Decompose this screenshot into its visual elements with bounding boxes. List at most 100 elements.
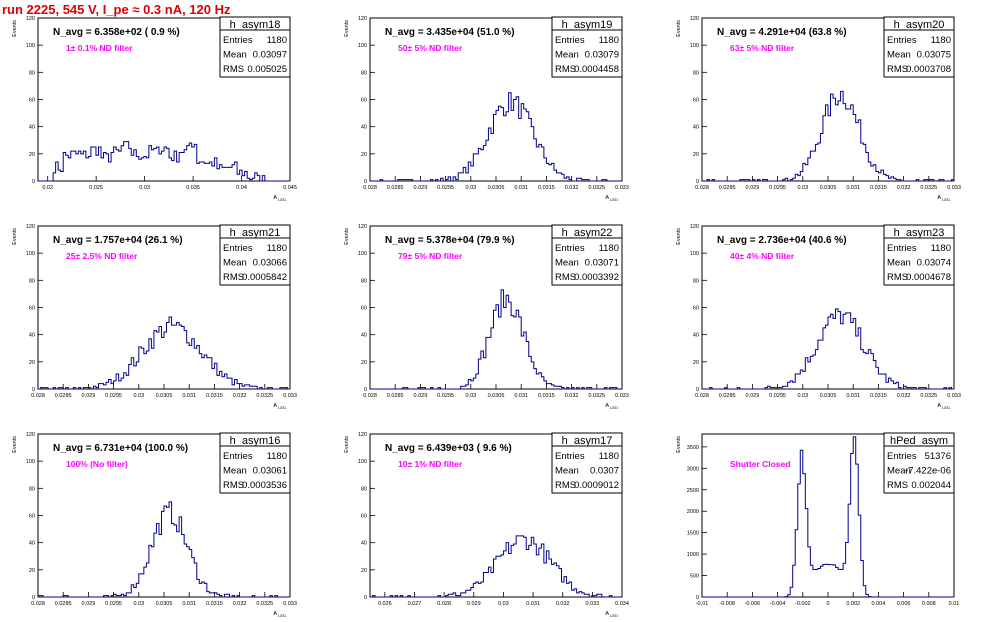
x-tick-label: 0.031: [846, 185, 860, 191]
x-tick-label: 0.0315: [206, 601, 223, 607]
x-tick-label: 0.032: [556, 601, 570, 607]
y-tick-label: 3000: [687, 466, 699, 472]
stats-value: 0.03074: [917, 258, 951, 269]
y-tick-label: 0: [696, 387, 699, 393]
filter-note: 10± 1% ND filter: [398, 459, 463, 469]
stats-label: Mean: [223, 466, 247, 477]
x-tick-label: 0.0295: [105, 393, 122, 399]
x-tick-label: 0.033: [283, 601, 297, 607]
n-avg-label: N_avg = 2.736e+04 (40.6 %): [717, 235, 847, 246]
y-tick-label: 80: [693, 70, 699, 76]
y-tick-label: 0: [696, 179, 699, 185]
filter-note: 100% (No filter): [66, 459, 128, 469]
y-tick-label: 80: [361, 278, 367, 284]
y-tick-label: 20: [29, 152, 35, 158]
x-tick-label: 0.033: [283, 393, 297, 399]
y-tick-label: 120: [358, 16, 367, 22]
x-tick-label: 0.029: [746, 393, 760, 399]
x-tick-label: 0.008: [922, 601, 936, 607]
y-tick-label: 0: [364, 179, 367, 185]
y-tick-label: 40: [361, 541, 367, 547]
y-tick-label: 40: [29, 125, 35, 131]
stats-label: Entries: [223, 243, 253, 254]
stats-value: 1180: [931, 35, 951, 46]
panel-h_asym19: 0 20 40 60 80 100 120 Events 0.028 0.0285 0.029 0.0…: [344, 16, 629, 202]
y-tick-label: 120: [690, 224, 699, 230]
stats-box: [883, 16, 955, 78]
y-tick-label: 80: [693, 278, 699, 284]
y-tick-label: 60: [361, 514, 367, 520]
n-avg-label: N_avg = 6.439e+03 ( 9.6 %): [385, 443, 512, 454]
x-tick-label: 0.0295: [105, 601, 122, 607]
histogram-name: h_asym23: [894, 227, 945, 239]
x-tick-label: -0.01: [696, 601, 709, 607]
y-axis-label: Events: [344, 436, 350, 453]
panel-hPed_asym: 0 500 1000 1500 2000 2500 3000 3500 Events -0.01 -…: [676, 432, 959, 607]
stats-label: RMS: [887, 480, 908, 491]
panel-h_asym17: 0 20 40 60 80 100 120 Events 0.026 0.027 0.028 0.02…: [344, 432, 629, 618]
stats-label: Mean: [223, 50, 247, 61]
x-tick-label: 0.031: [526, 601, 540, 607]
y-tick-label: 100: [358, 251, 367, 257]
x-tick-label: 0.0315: [870, 185, 887, 191]
y-axis-label: Events: [12, 436, 18, 453]
x-tick-label: 0.032: [565, 185, 579, 191]
x-tick-label: 0.034: [615, 601, 629, 607]
y-tick-label: 0: [696, 595, 699, 601]
x-tick-label: 0.0305: [820, 185, 837, 191]
x-tick-label: 0.033: [615, 185, 629, 191]
x-tick-label: 0.004: [872, 601, 886, 607]
filter-note: 40± 4% ND filter: [730, 251, 795, 261]
y-tick-label: 80: [29, 486, 35, 492]
stats-value: 0.0005842: [242, 272, 287, 283]
histogram-name: h_asym17: [562, 435, 613, 447]
x-tick-label: 0.033: [947, 185, 961, 191]
filter-note: 79± 5% ND filter: [398, 251, 463, 261]
panel-h_asym20: 0 20 40 60 80 100 120 Events 0.028 0.0285 0.029 0.0…: [676, 16, 961, 202]
stats-label: Mean: [555, 258, 579, 269]
x-tick-label: 0.0305: [488, 185, 505, 191]
filter-note: 63± 5% ND filter: [730, 43, 795, 53]
x-tick-label: 0.0295: [437, 185, 454, 191]
stats-value: 1180: [599, 451, 619, 462]
n-avg-label: N_avg = 1.757e+04 (26.1 %): [53, 235, 183, 246]
stats-value: 1180: [267, 243, 287, 254]
x-tick-label: 0.0295: [769, 393, 786, 399]
stats-label: Mean: [887, 466, 911, 477]
x-tick-label: 0.0285: [387, 393, 404, 399]
stats-label: Mean: [555, 50, 579, 61]
x-tick-label: 0.0325: [256, 393, 273, 399]
x-tick-label: -0.008: [719, 601, 735, 607]
y-tick-label: 60: [361, 98, 367, 104]
stats-value: 0.0003536: [242, 480, 287, 491]
x-tick-label: 0.029: [414, 393, 428, 399]
y-tick-label: 20: [361, 568, 367, 574]
x-tick-label: -0.006: [745, 601, 761, 607]
stats-value: 0.03061: [253, 466, 287, 477]
stats-value: 0.002044: [911, 480, 951, 491]
x-tick-label: 0.002: [846, 601, 860, 607]
stats-label: RMS: [887, 272, 908, 283]
stats-label: Mean: [223, 258, 247, 269]
stats-value: 1180: [599, 35, 619, 46]
x-tick-label: 0.033: [585, 601, 599, 607]
y-tick-label: 2500: [687, 488, 699, 494]
histogram-name: hPed_asym: [890, 435, 948, 447]
y-tick-label: 120: [358, 432, 367, 438]
x-tick-label: 0.0315: [870, 393, 887, 399]
x-tick-label: 0.032: [897, 393, 911, 399]
x-tick-label: -0.002: [795, 601, 811, 607]
stats-value: 0.03079: [585, 50, 619, 61]
x-tick-label: 0.006: [897, 601, 911, 607]
stats-box: [551, 16, 623, 78]
stats-value: 1180: [267, 35, 287, 46]
panel-h_asym18: 0 20 40 60 80 100 120 Events 0.02 0.025 0.03 0.035 0…: [12, 16, 297, 202]
stats-value: 0.03097: [253, 50, 287, 61]
y-axis-label: Events: [344, 228, 350, 245]
x-tick-label: 0.0325: [920, 393, 937, 399]
y-tick-label: 80: [361, 486, 367, 492]
x-tick-label: 0.03: [139, 185, 150, 191]
x-tick-label: 0.03: [133, 601, 144, 607]
x-tick-label: -0.004: [770, 601, 786, 607]
x-tick-label: 0.029: [467, 601, 481, 607]
